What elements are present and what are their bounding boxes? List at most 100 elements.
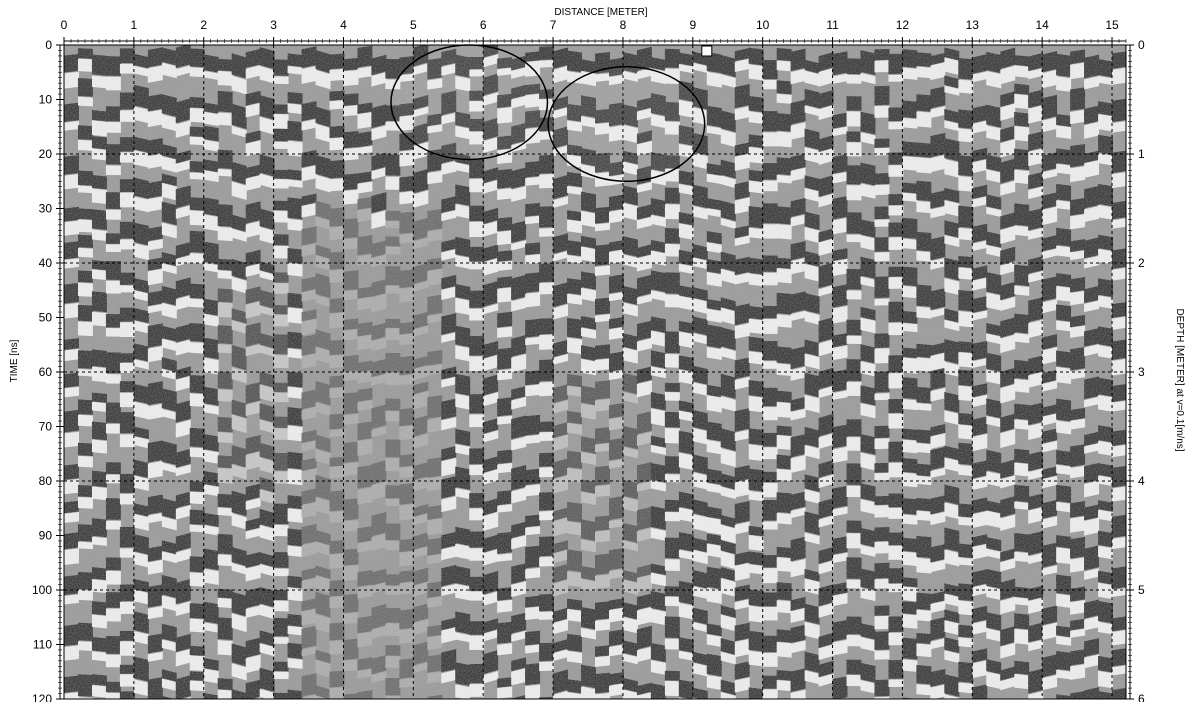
light-reflection <box>119 601 135 614</box>
dark-reflection <box>1056 484 1072 503</box>
light-reflection <box>1098 545 1114 560</box>
light-reflection <box>678 223 694 240</box>
light-reflection <box>64 348 79 362</box>
dark-reflection <box>525 414 541 436</box>
light-reflection <box>273 141 289 150</box>
light-reflection <box>1056 76 1072 92</box>
light-reflection <box>175 295 191 311</box>
dark-reflection <box>133 343 149 362</box>
dark-reflection <box>371 654 387 675</box>
light-reflection <box>553 250 569 262</box>
dark-reflection <box>692 287 708 302</box>
dark-reflection <box>273 305 289 315</box>
dark-reflection <box>483 534 499 553</box>
dark-reflection <box>1098 500 1114 512</box>
dark-reflection <box>832 248 848 262</box>
light-reflection <box>930 257 946 270</box>
light-reflection <box>1000 296 1016 311</box>
dark-reflection <box>455 54 471 78</box>
light-reflection <box>608 568 624 580</box>
dark-reflection <box>1070 314 1086 328</box>
light-reflection <box>245 65 261 80</box>
dark-reflection <box>650 350 666 369</box>
light-reflection <box>916 684 932 696</box>
light-reflection <box>972 476 988 491</box>
light-reflection <box>1098 248 1114 265</box>
dark-reflection <box>832 485 848 509</box>
dark-reflection <box>91 674 107 686</box>
light-reflection <box>539 510 555 521</box>
dark-reflection <box>175 323 191 343</box>
dark-reflection <box>748 551 764 566</box>
dark-reflection <box>315 649 331 664</box>
light-reflection <box>581 327 596 339</box>
dark-reflection <box>497 216 513 232</box>
light-reflection <box>161 263 177 275</box>
dark-reflection <box>944 637 960 654</box>
light-reflection <box>455 345 471 362</box>
dark-reflection <box>119 137 135 152</box>
dark-reflection <box>273 104 289 114</box>
dark-reflection <box>832 424 848 449</box>
light-reflection <box>986 292 1002 311</box>
light-reflection <box>511 67 527 79</box>
dark-reflection <box>790 291 806 314</box>
dark-reflection <box>916 142 932 158</box>
light-reflection <box>916 475 932 486</box>
dark-reflection <box>678 580 694 605</box>
dark-reflection <box>930 236 946 261</box>
dark-reflection <box>161 94 177 117</box>
dark-reflection <box>1098 530 1114 548</box>
light-reflection <box>315 123 331 143</box>
light-reflection <box>553 399 569 414</box>
dark-reflection <box>567 278 583 295</box>
dark-reflection <box>720 159 736 179</box>
light-reflection <box>944 200 960 217</box>
dark-reflection <box>287 371 303 388</box>
light-reflection <box>105 520 121 530</box>
light-reflection <box>315 497 331 516</box>
light-reflection <box>511 436 527 451</box>
light-reflection <box>217 689 233 699</box>
dark-reflection <box>455 662 471 687</box>
dark-reflection <box>608 161 624 177</box>
light-reflection <box>133 290 149 302</box>
dark-reflection <box>818 459 834 478</box>
light-reflection <box>650 169 666 186</box>
dark-reflection <box>203 337 219 360</box>
light-reflection <box>385 656 401 668</box>
light-reflection <box>790 310 806 321</box>
dark-reflection <box>217 288 233 303</box>
dark-reflection <box>343 354 359 372</box>
dark-reflection <box>567 633 583 653</box>
dark-reflection <box>539 318 555 335</box>
dark-reflection <box>1056 398 1072 422</box>
light-reflection <box>1014 597 1030 606</box>
light-reflection <box>860 235 876 251</box>
dark-reflection <box>427 208 443 231</box>
dark-reflection <box>958 543 974 559</box>
dark-reflection <box>91 175 107 190</box>
light-reflection <box>91 651 107 662</box>
dark-reflection <box>1098 463 1114 478</box>
light-reflection <box>231 513 247 530</box>
light-reflection <box>119 192 135 208</box>
light-reflection <box>762 568 778 584</box>
dark-reflection <box>343 130 359 149</box>
light-reflection <box>832 126 848 137</box>
light-reflection <box>1070 628 1086 638</box>
dark-reflection <box>315 591 331 618</box>
light-reflection <box>287 508 303 523</box>
light-reflection <box>664 474 680 483</box>
dark-reflection <box>105 402 121 423</box>
light-reflection <box>147 196 163 212</box>
dark-reflection <box>902 100 918 119</box>
dark-reflection <box>1084 328 1100 347</box>
dark-reflection <box>329 622 345 641</box>
light-reflection <box>804 147 820 164</box>
light-reflection <box>105 654 121 668</box>
light-reflection <box>944 694 960 699</box>
light-reflection <box>357 631 373 648</box>
light-reflection <box>916 402 932 411</box>
light-reflection <box>203 668 219 684</box>
